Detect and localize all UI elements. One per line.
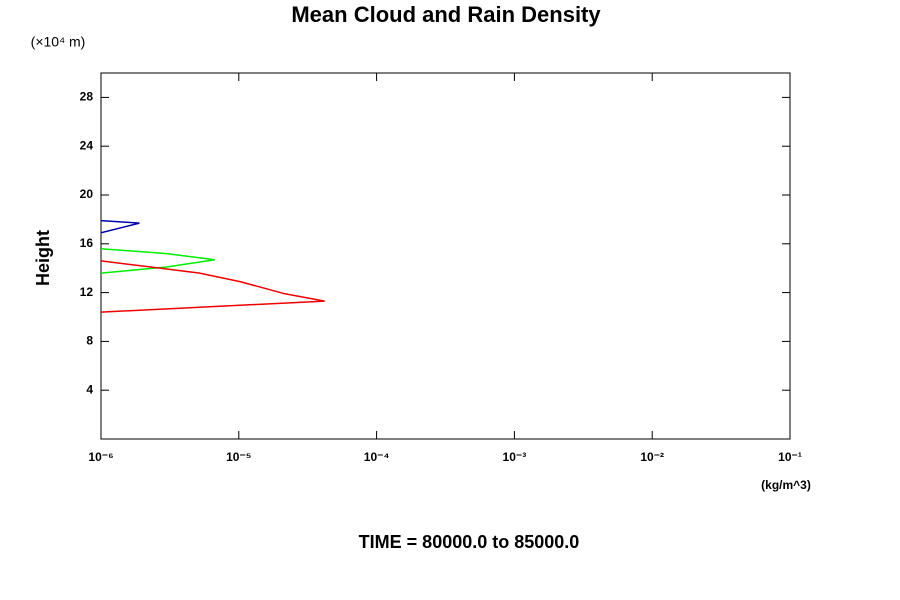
y-tick-label: 28 bbox=[80, 90, 94, 104]
x-tick-label: 10⁻³ bbox=[503, 450, 527, 464]
x-axis-label: (kg/m^3) bbox=[761, 478, 811, 492]
x-tick-label: 10⁻⁴ bbox=[364, 450, 390, 464]
chart-title: Mean Cloud and Rain Density bbox=[291, 2, 601, 27]
y-tick-label: 12 bbox=[80, 285, 94, 299]
y-tick-label: 8 bbox=[86, 334, 93, 348]
x-tick-label: 10⁻¹ bbox=[778, 450, 802, 464]
y-tick-label: 16 bbox=[80, 236, 94, 250]
y-tick-label: 24 bbox=[80, 138, 94, 152]
plot-frame bbox=[100, 72, 791, 440]
x-tick-label: 10⁻⁶ bbox=[88, 450, 113, 464]
y-unit: (×10⁴ m) bbox=[31, 34, 86, 50]
y-tick-label: 4 bbox=[86, 382, 93, 396]
x-tick-label: 10⁻² bbox=[640, 450, 664, 464]
annotation: TIME = 80000.0 to 85000.0 bbox=[359, 532, 580, 552]
series-line bbox=[101, 219, 140, 234]
y-tick-label: 20 bbox=[80, 187, 94, 201]
x-tick-label: 10⁻⁵ bbox=[226, 450, 251, 464]
series-line bbox=[101, 260, 325, 313]
y-axis-label: Height bbox=[33, 230, 53, 286]
series-line bbox=[101, 247, 215, 274]
